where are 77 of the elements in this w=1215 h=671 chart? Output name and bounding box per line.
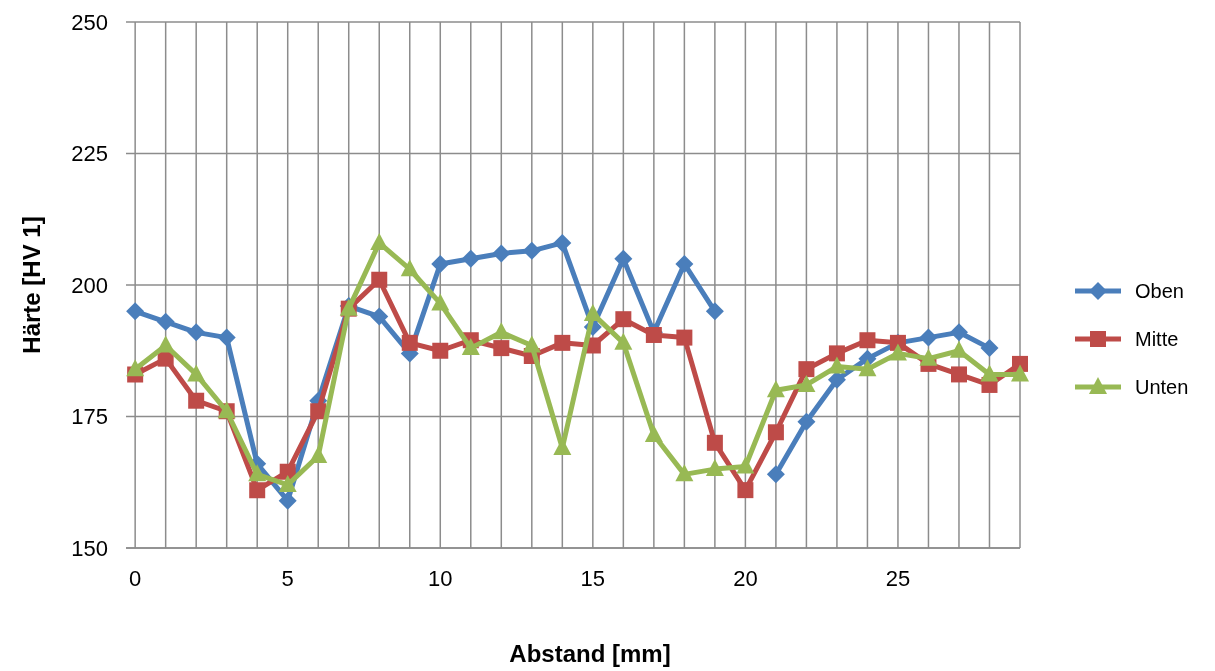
point: [278, 474, 297, 492]
x-tick-label: 15: [580, 566, 606, 591]
point: [949, 340, 968, 358]
point: [522, 241, 541, 260]
point: [827, 356, 846, 374]
point: [309, 445, 328, 463]
x-tick-label: 0: [129, 566, 142, 591]
point: [675, 254, 694, 273]
point: [188, 392, 205, 409]
point: [766, 465, 785, 484]
point: [370, 307, 389, 326]
point: [492, 322, 511, 340]
y-axis-title: Härte [HV 1]: [18, 216, 45, 354]
point: [187, 364, 206, 382]
x-tick-label: 10: [428, 566, 453, 591]
point: [705, 459, 724, 477]
point: [554, 334, 571, 351]
point: [828, 345, 845, 362]
point: [371, 271, 388, 288]
point: [126, 359, 145, 377]
x-tick-label: 25: [885, 566, 911, 591]
point: [614, 332, 633, 350]
point: [888, 343, 907, 361]
point: [156, 312, 175, 331]
point: [798, 361, 815, 378]
point: [217, 328, 236, 347]
point: [461, 249, 480, 268]
point: [1011, 364, 1029, 382]
y-tick-label: 250: [71, 9, 108, 35]
point: [249, 482, 266, 499]
point: [797, 412, 816, 431]
point: [187, 323, 206, 342]
point: [736, 456, 755, 474]
point: [919, 328, 938, 347]
point: [278, 491, 297, 510]
point: [615, 311, 632, 328]
point: [644, 424, 663, 442]
point: [675, 464, 694, 482]
point: [859, 332, 876, 349]
point: [919, 348, 938, 366]
point: [858, 359, 877, 377]
point: [431, 254, 450, 273]
point: [767, 424, 784, 441]
point: [737, 482, 754, 499]
point: [431, 293, 450, 311]
point: [797, 374, 816, 392]
point: [401, 334, 418, 351]
legend-label: Unten: [1135, 376, 1189, 398]
y-tick-label: 200: [71, 272, 108, 298]
point: [676, 329, 693, 346]
x-axis-title: Abstand [mm]: [509, 640, 671, 667]
point: [766, 380, 785, 398]
point: [493, 340, 510, 357]
legend-label: Oben: [1135, 280, 1184, 302]
y-tick-label: 175: [71, 404, 108, 429]
legend-label: Mitte: [1135, 328, 1179, 350]
point: [400, 259, 419, 277]
point: [522, 335, 541, 353]
point: [614, 249, 633, 268]
point: [706, 434, 723, 451]
point: [310, 403, 327, 420]
point: [126, 302, 145, 321]
point: [980, 339, 999, 358]
point: [980, 364, 999, 382]
point: [950, 366, 967, 383]
point: [492, 244, 511, 263]
point: [949, 323, 968, 342]
y-tick-label: 225: [71, 141, 108, 166]
point: [248, 464, 267, 482]
x-tick-label: 20: [733, 566, 758, 591]
point: [583, 303, 602, 321]
point: [553, 233, 572, 252]
y-tick-label: 150: [71, 535, 108, 561]
x-tick-label: 5: [281, 566, 294, 591]
point: [705, 302, 724, 321]
point: [432, 342, 449, 359]
point: [461, 338, 480, 356]
